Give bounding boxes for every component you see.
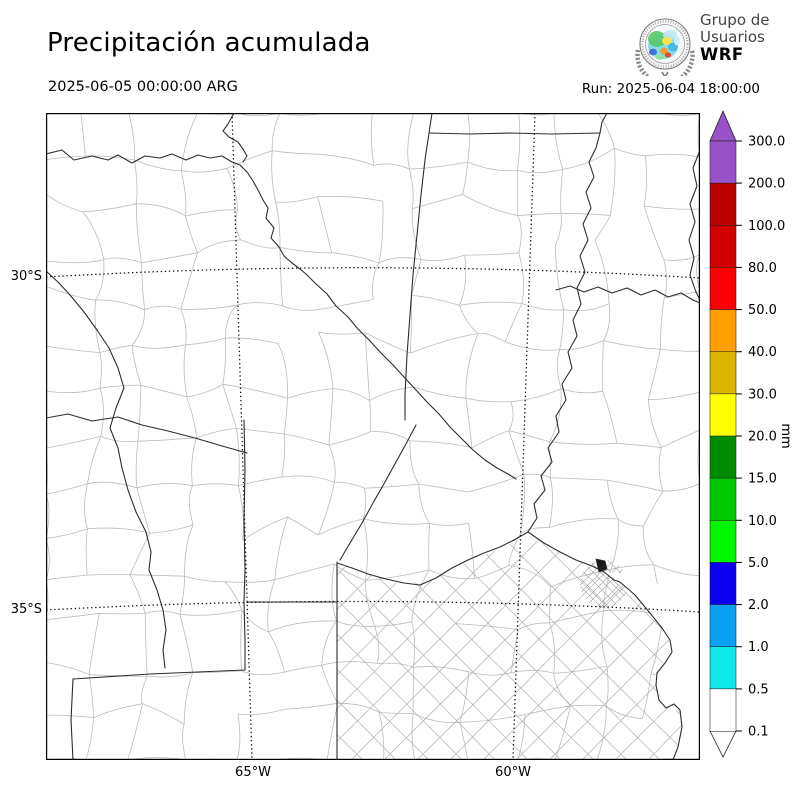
colorbar-tick-label: 5.0 [748,556,769,571]
lon-label-65w: 65°W [235,765,271,780]
colorbar-tick-label: 20.0 [748,430,777,445]
logo-org-line1: Grupo de [700,11,770,29]
colorbar-segment [709,435,737,479]
colorbar-tick-label: 15.0 [748,472,777,487]
colorbar-segment [709,351,737,395]
department-boundaries-mesh [46,113,700,760]
colorbar-tick-label: 50.0 [748,303,777,318]
colorbar-tick-label: 1.0 [748,640,769,655]
colorbar-under-arrow [709,730,737,758]
colorbar-tick-label: 100.0 [748,219,785,234]
map-frame [46,113,700,760]
colorbar-tick-label: 30.0 [748,387,777,402]
colorbar-tick-label: 300.0 [748,135,785,150]
colorbar-segment [709,309,737,353]
colorbar-segment [709,267,737,311]
buenos-aires-partidos-mesh [337,533,682,760]
colorbar-segment [709,393,737,437]
colorbar-unit-label: mm [778,423,793,448]
colorbar-segment [709,688,737,732]
colorbar-segment [709,225,737,269]
colorbar-segment [709,562,737,606]
colorbar-over-arrow [709,109,737,142]
colorbar-segment [709,140,737,184]
colorbar-tick-label: 10.0 [748,514,777,529]
graticule-gridlines [46,113,700,760]
colorbar-segment [709,646,737,690]
colorbar-tick-label: 0.5 [748,682,769,697]
logo-org-line2: Usuarios [700,27,765,46]
colorbar-tick-label: 2.0 [748,598,769,613]
colorbar-segment [709,182,737,226]
lat-label-35s: 35°S [10,602,42,617]
valid-time-label: 2025-06-05 00:00:00 ARG [48,79,238,95]
amba-dense-mesh [580,560,628,608]
lon-label-60w: 60°W [495,765,531,780]
latitude-gridline-30s [46,267,700,279]
logo-org-line3: WRF [700,44,744,64]
latitude-gridline-35s [46,600,700,613]
wrf-users-group-logo: Grupo de Usuarios WRF [634,10,784,80]
longitude-gridline-60w [512,113,536,760]
colorbar-tick-label: 80.0 [748,261,777,276]
colorbar-segment [709,604,737,648]
page-title: Precipitación acumulada [47,28,371,58]
map-canvas [46,113,700,760]
run-time-label: Run: 2025-06-04 18:00:00 [581,81,760,97]
colorbar-tick-label: 200.0 [748,177,785,192]
colorbar-tick-label: 0.1 [748,725,769,740]
colorbar: 300.0 200.0 100.0 80.0 50.0 40.0 30.0 20.0 15.0 1… [709,109,793,758]
wrf-logo-seal-icon [635,18,695,76]
colorbar-tick-label: 40.0 [748,345,777,360]
longitude-gridline-65w [231,113,253,760]
lat-label-30s: 30°S [10,269,42,284]
colorbar-segment [709,520,737,564]
colorbar-segment [709,477,737,521]
